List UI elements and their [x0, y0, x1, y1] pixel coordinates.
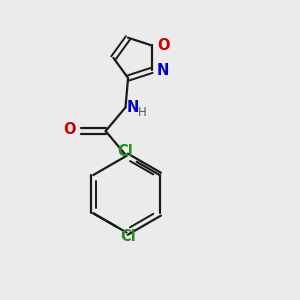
Text: Cl: Cl	[120, 229, 136, 244]
Text: O: O	[157, 38, 170, 53]
Text: N: N	[127, 100, 139, 115]
Text: H: H	[138, 106, 147, 119]
Text: N: N	[157, 63, 170, 78]
Text: O: O	[63, 122, 75, 137]
Text: Cl: Cl	[117, 144, 133, 159]
